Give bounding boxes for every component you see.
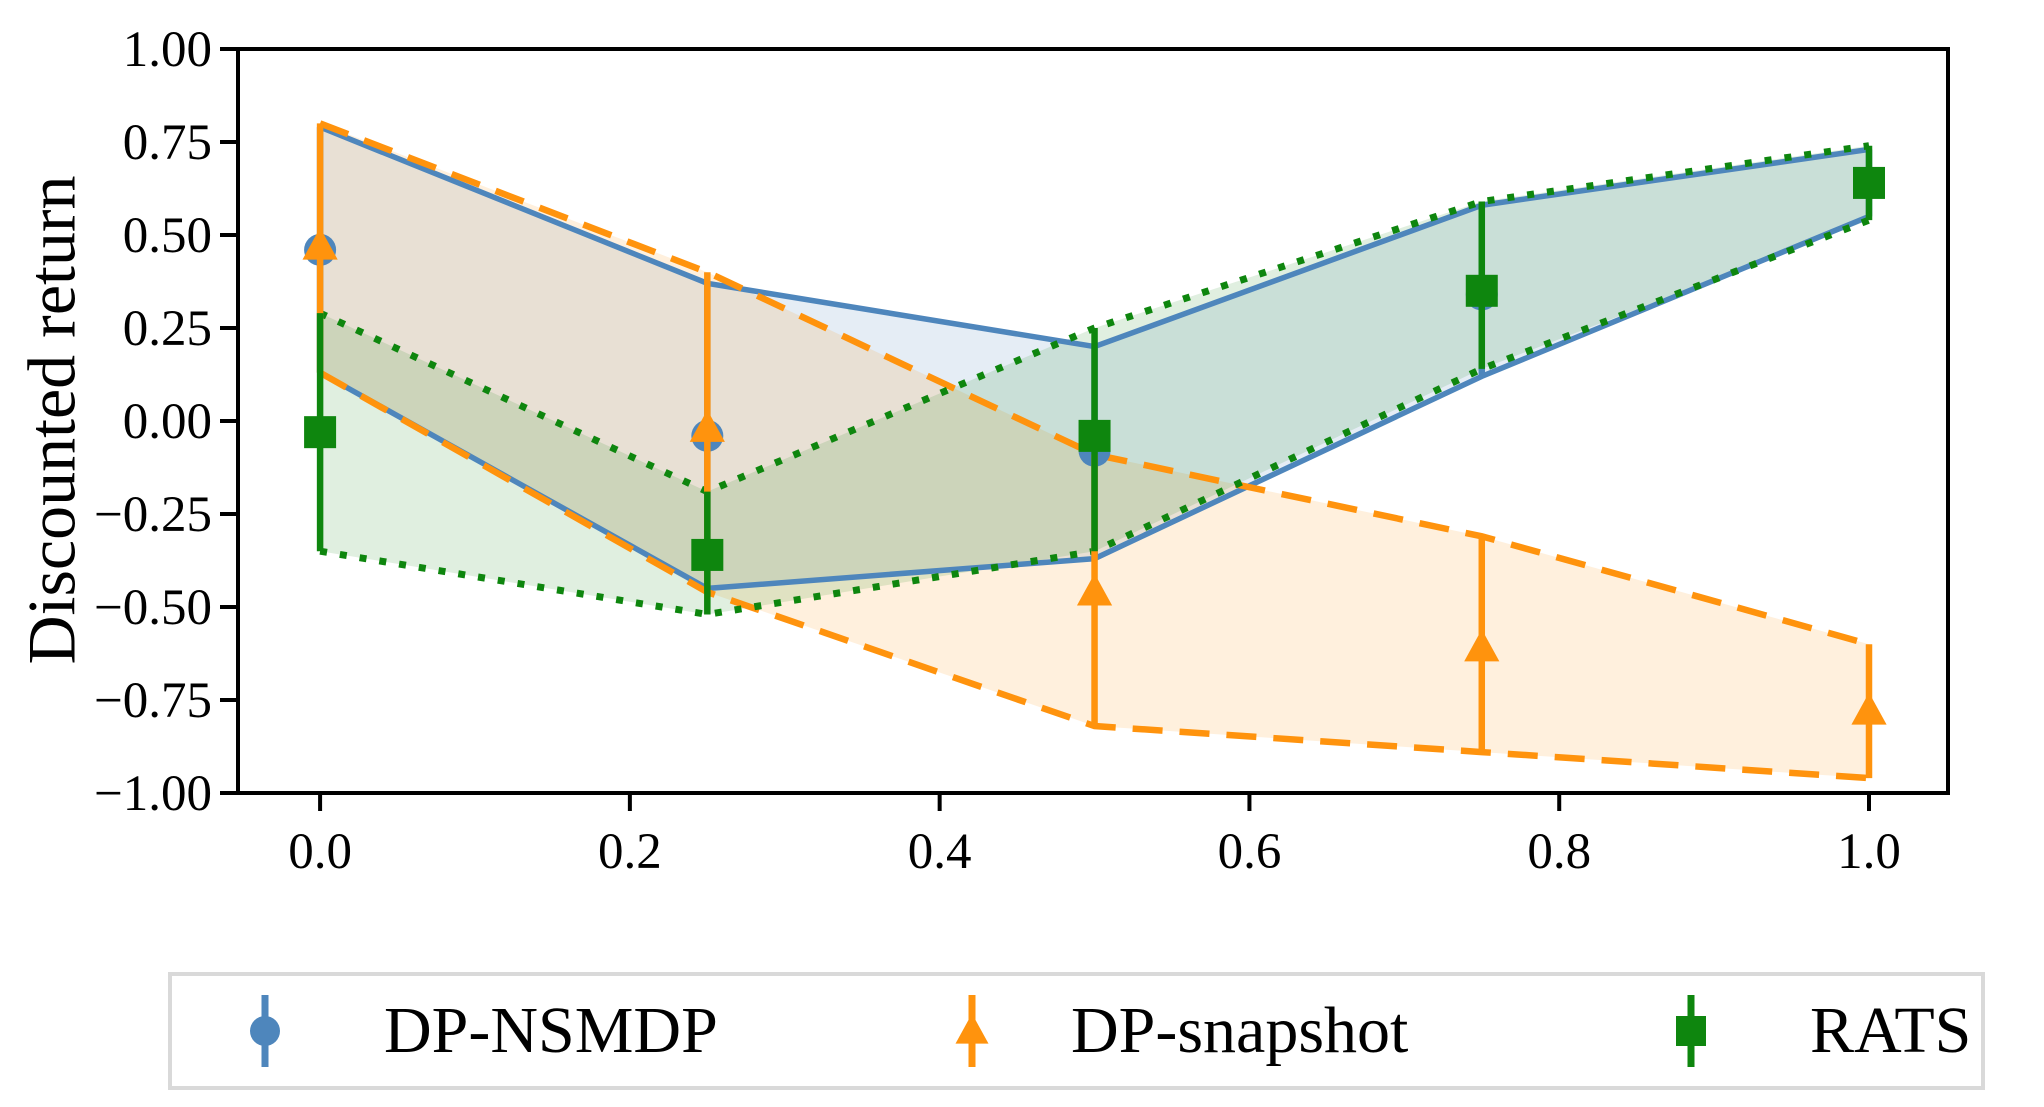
y-tick-label: −0.75 [94, 673, 212, 729]
y-tick-label: 0.25 [123, 301, 212, 357]
legend-item-dp-snapshot: DP-snapshot [953, 976, 1408, 1086]
y-tick-label: 0.75 [123, 115, 212, 171]
points-RATS [304, 145, 1886, 615]
legend-item-dp-nsmdp: DP-NSMDP [246, 976, 718, 1086]
legend: DP-NSMDP DP-snapshot RATS [168, 972, 1985, 1090]
y-tick-label: −0.50 [94, 580, 212, 636]
x-tick-label: 0.2 [598, 824, 662, 880]
errorbar-triangle-icon [955, 995, 989, 1067]
x-tick-label: 1.0 [1837, 824, 1901, 880]
y-tick-label: 0.00 [123, 394, 212, 450]
legend-item-rats: RATS [1672, 976, 1971, 1086]
y-tick-label: 1.00 [123, 22, 212, 78]
y-tick-label: −0.25 [94, 487, 212, 543]
legend-label: DP-NSMDP [384, 994, 718, 1067]
x-tick-label: 0.4 [908, 824, 972, 880]
axis-ticks: 0.0 0.2 0.4 0.6 0.8 1.0 1.00 0.75 0.50 0.25 0.00 −0… [94, 22, 1901, 880]
legend-label: DP-snapshot [1071, 994, 1409, 1067]
x-tick-label: 0.8 [1527, 824, 1591, 880]
y-tick-label: 0.50 [123, 208, 212, 264]
errorbar-circle-icon [250, 995, 280, 1067]
errorbar-square-icon [1676, 995, 1706, 1067]
x-tick-label: 0.6 [1218, 824, 1282, 880]
x-tick-label: 0.0 [288, 824, 352, 880]
y-axis-label: Discounted return [13, 175, 90, 665]
y-tick-label: −1.00 [94, 766, 212, 822]
legend-label: RATS [1810, 994, 1972, 1067]
